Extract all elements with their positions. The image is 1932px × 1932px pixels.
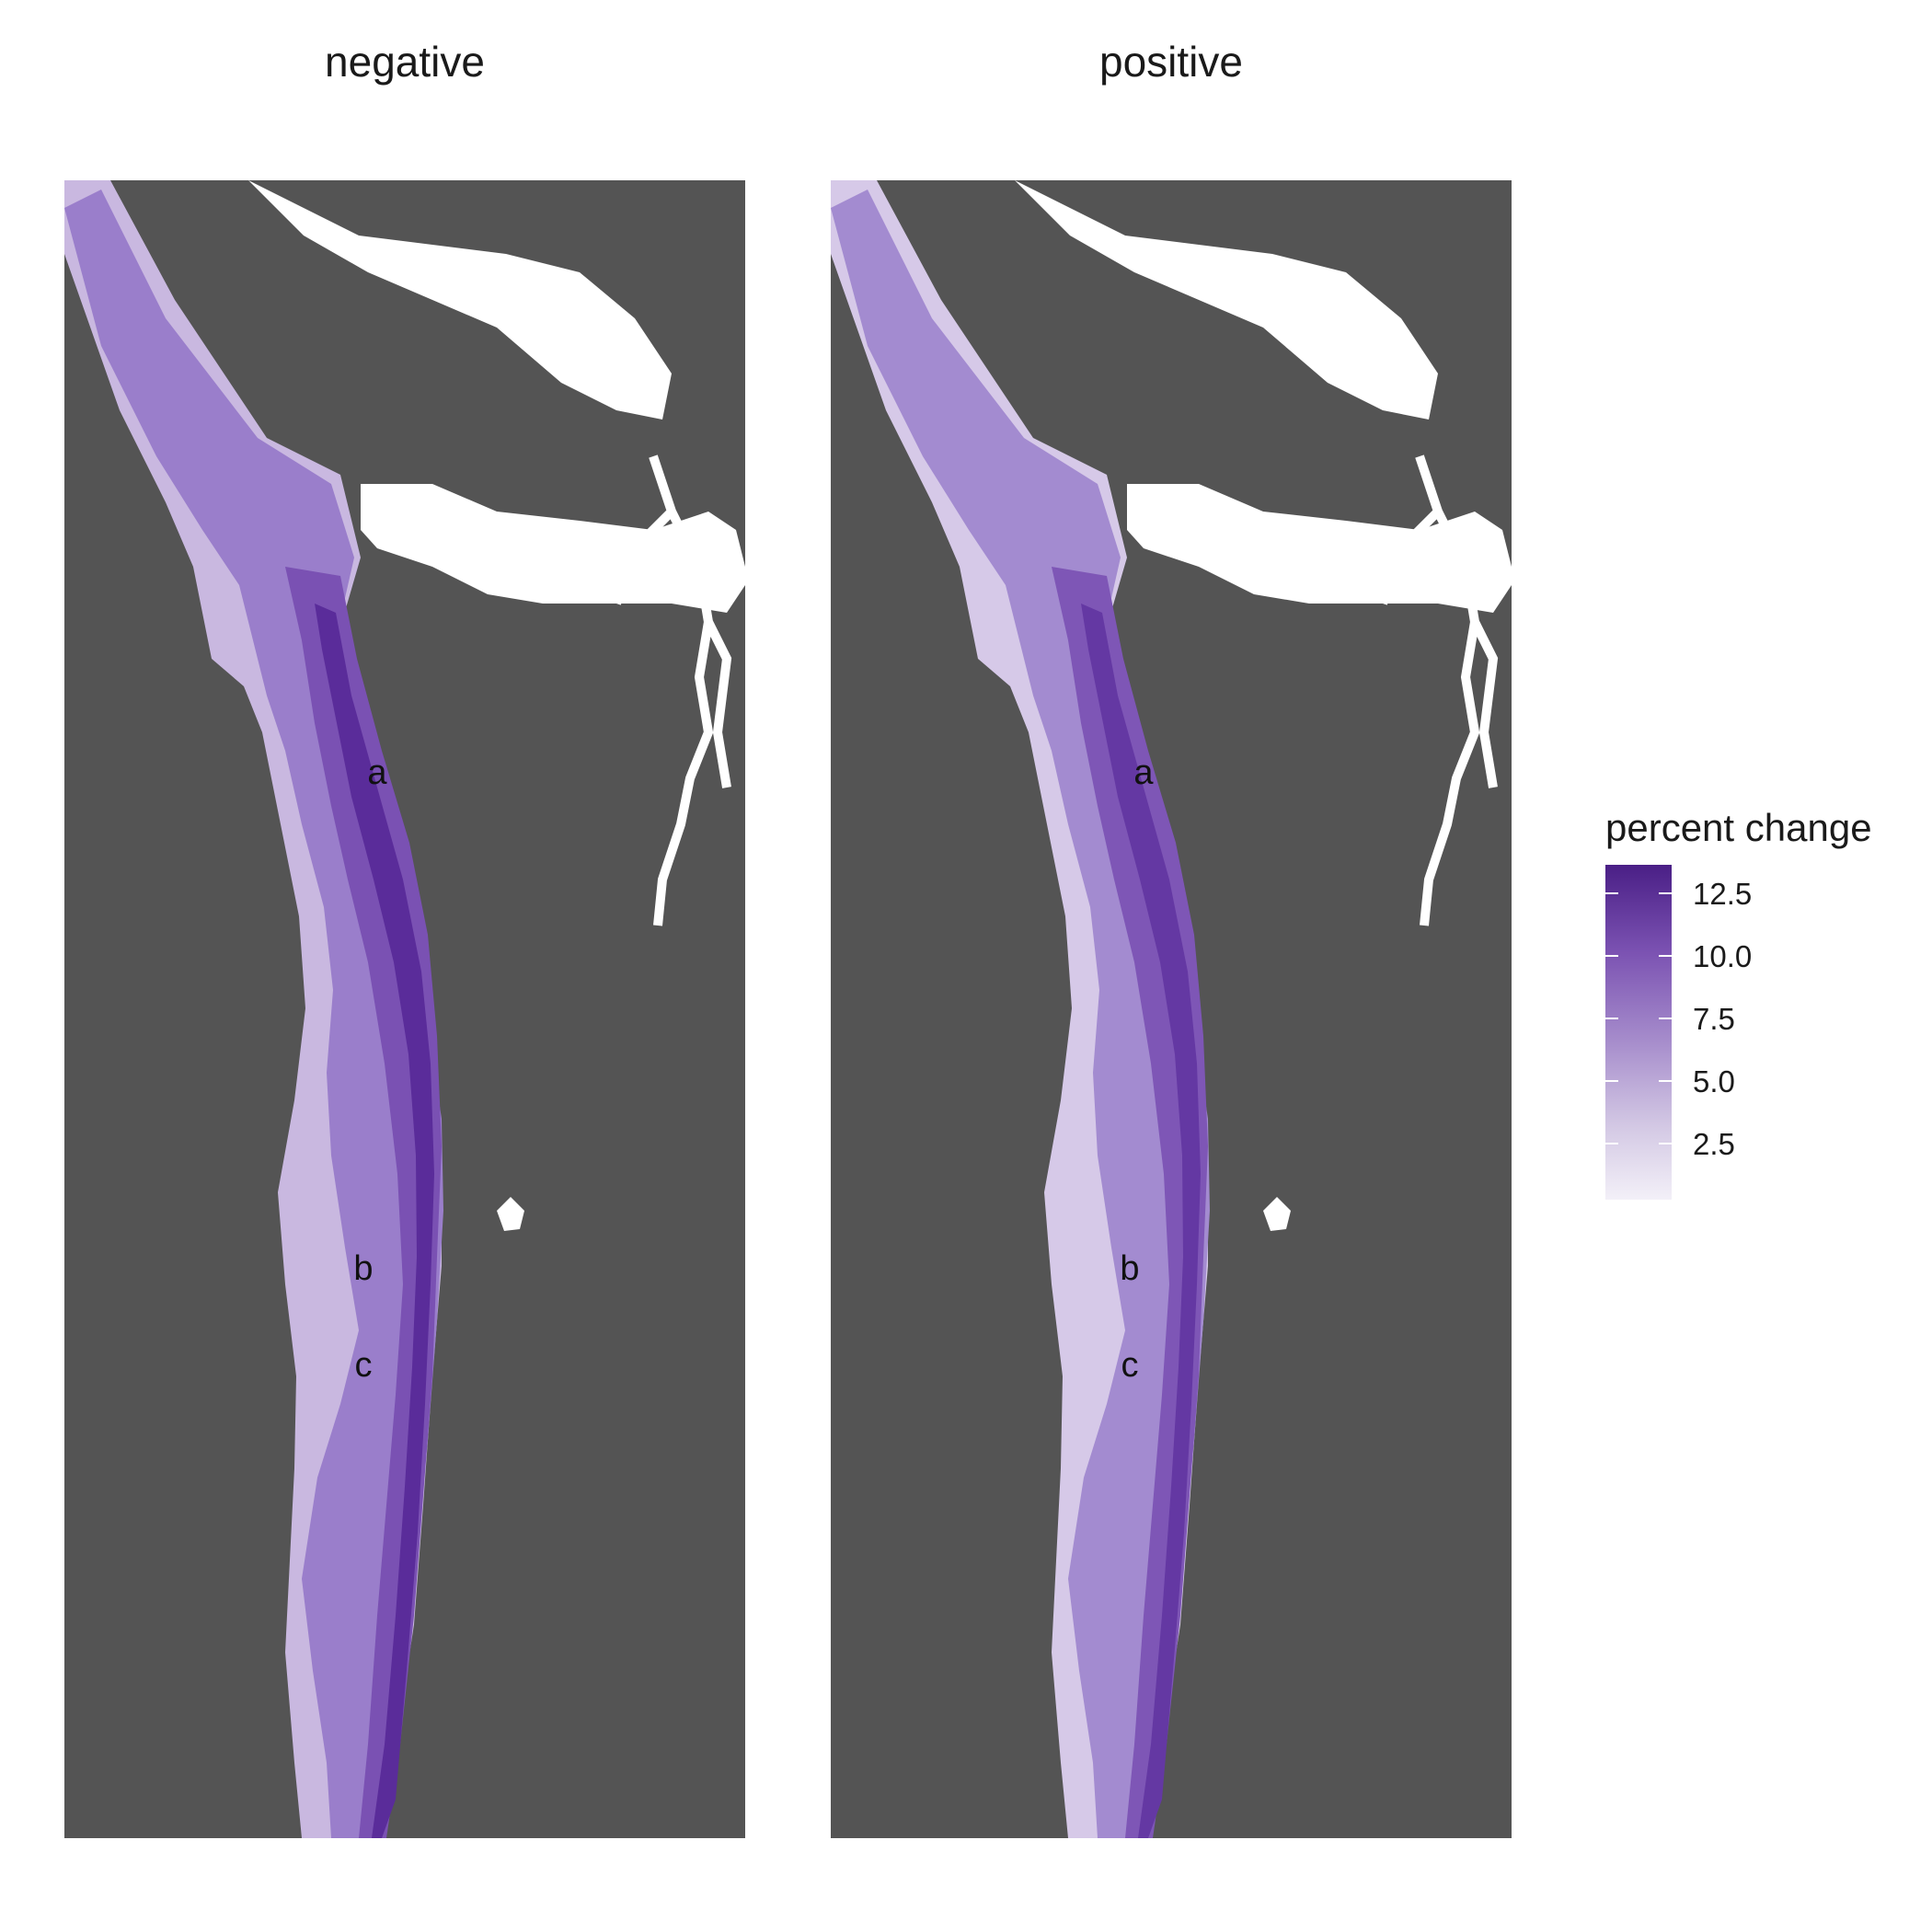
legend-title: percent change bbox=[1605, 806, 1872, 849]
legend-tick-mark bbox=[1605, 1143, 1618, 1144]
legend-label-10-0: 10.0 bbox=[1693, 939, 1753, 973]
map-panel-positive: a b c bbox=[831, 180, 1512, 1838]
site-label-c: c bbox=[1121, 1346, 1139, 1385]
legend-tick-mark bbox=[1659, 955, 1672, 957]
legend-label-7-5: 7.5 bbox=[1693, 1002, 1735, 1036]
legend-tick-mark bbox=[1659, 892, 1672, 894]
panel-title-negative: negative bbox=[325, 38, 485, 86]
site-label-c: c bbox=[355, 1346, 373, 1385]
slope-darkest bbox=[1081, 604, 1201, 1838]
legend-tick-mark bbox=[1659, 1080, 1672, 1082]
legend-colorbar bbox=[1605, 865, 1672, 1200]
legend-label-2-5: 2.5 bbox=[1693, 1127, 1735, 1161]
shelf-mid bbox=[64, 190, 443, 1838]
sound-water-north bbox=[1015, 180, 1438, 420]
legend-label-5-0: 5.0 bbox=[1693, 1064, 1735, 1098]
map-panel-negative: a b c bbox=[64, 180, 745, 1838]
bay-water bbox=[1263, 1197, 1291, 1231]
panel-title-positive: positive bbox=[1099, 38, 1243, 86]
slope-darkest bbox=[315, 604, 434, 1838]
shelf-mid bbox=[831, 190, 1210, 1838]
legend-tick-mark bbox=[1605, 892, 1618, 894]
site-label-b: b bbox=[353, 1249, 373, 1288]
legend-tick-mark bbox=[1605, 1080, 1618, 1082]
sound-water-south bbox=[612, 454, 732, 926]
legend-tick-mark bbox=[1605, 1018, 1618, 1019]
site-label-a: a bbox=[1133, 753, 1154, 792]
bay-water bbox=[497, 1197, 524, 1231]
strait-water bbox=[1127, 484, 1512, 613]
site-label-a: a bbox=[367, 753, 387, 792]
sound-water-north bbox=[248, 180, 672, 420]
legend-label-12-5: 12.5 bbox=[1693, 877, 1753, 911]
strait-water bbox=[361, 484, 745, 613]
legend-tick-mark bbox=[1659, 1143, 1672, 1144]
legend-tick-mark bbox=[1659, 1018, 1672, 1019]
site-label-b: b bbox=[1120, 1249, 1139, 1288]
sound-water-south bbox=[1378, 454, 1499, 926]
legend-tick-mark bbox=[1605, 955, 1618, 957]
